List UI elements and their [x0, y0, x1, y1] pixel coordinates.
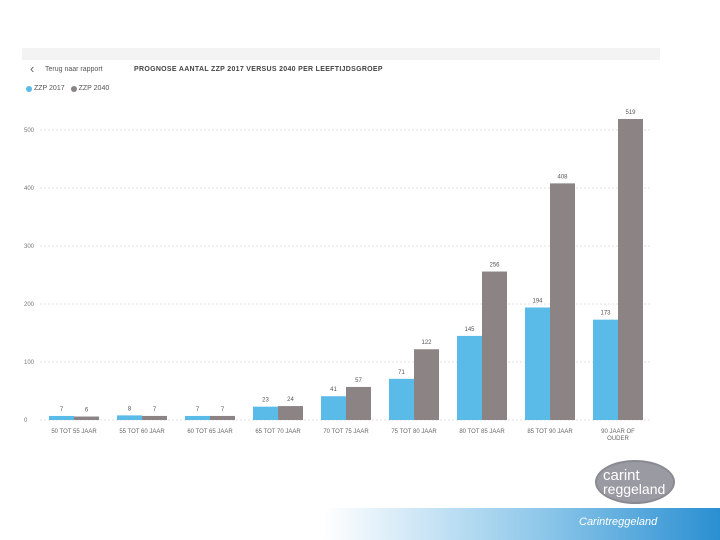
- bar-2017: [389, 378, 414, 420]
- bar-2017: [321, 396, 346, 420]
- data-label: 41: [330, 387, 337, 393]
- bar-2017: [117, 415, 142, 420]
- data-label: 24: [287, 397, 294, 403]
- chart-title: PROGNOSE AANTAL ZZP 2017 VERSUS 2040 PER…: [134, 66, 383, 73]
- bar-2040: [210, 415, 235, 420]
- bar-2017: [457, 335, 482, 420]
- bar-2017: [253, 406, 278, 420]
- back-to-report-link[interactable]: Terug naar rapport: [45, 66, 103, 73]
- y-tick-label: 500: [24, 128, 35, 134]
- bar-2017: [593, 319, 618, 420]
- data-label: 519: [625, 110, 636, 116]
- svg-text:reggeland: reggeland: [603, 481, 665, 497]
- y-tick-label: 0: [24, 418, 28, 424]
- data-label: 7: [221, 407, 225, 413]
- footer-brand-text: Carintreggeland: [579, 516, 658, 528]
- bar-2040: [346, 386, 371, 420]
- bar-2017: [525, 307, 550, 420]
- data-label: 256: [489, 263, 500, 269]
- data-label: 23: [262, 398, 269, 404]
- bar-2040: [618, 119, 643, 420]
- y-tick-label: 400: [24, 186, 35, 192]
- legend-label: ZZP 2017: [34, 85, 65, 92]
- data-label: 7: [60, 407, 64, 413]
- bar-2040: [550, 183, 575, 420]
- legend-dot-icon: [70, 85, 77, 92]
- bar-2017: [185, 415, 210, 420]
- data-label: 57: [355, 378, 362, 384]
- x-tick-label: 60 TOT 65 JAAR: [187, 429, 233, 435]
- bar-2040: [414, 349, 439, 420]
- bar-2040: [142, 415, 167, 420]
- data-label: 8: [128, 406, 132, 412]
- x-tick-label: 55 TOT 60 JAAR: [119, 429, 165, 435]
- data-label: 194: [532, 298, 543, 304]
- y-tick-label: 200: [24, 302, 35, 308]
- legend-dot-icon: [26, 85, 32, 92]
- x-tick-label: 50 TOT 55 JAAR: [51, 429, 97, 435]
- x-tick-label: 70 TOT 75 JAAR: [323, 429, 369, 435]
- data-label: 71: [398, 370, 405, 376]
- x-tick-label: 75 TOT 80 JAAR: [391, 429, 437, 435]
- data-label: 145: [464, 327, 475, 333]
- back-arrow-icon[interactable]: ‹: [30, 61, 35, 76]
- legend-label: ZZP 2040: [78, 85, 110, 92]
- x-tick-label: 90 JAAR OF: [601, 429, 635, 435]
- footer-band: [0, 508, 720, 540]
- data-label: 6: [85, 408, 89, 414]
- data-label: 173: [600, 311, 611, 317]
- bar-2017: [49, 415, 74, 420]
- chart-legend: ZZP 2017 ZZP 2040: [26, 85, 109, 92]
- x-tick-label: OUDER: [607, 436, 629, 442]
- legend-item-2017[interactable]: ZZP 2017: [26, 85, 65, 92]
- x-tick-label: 80 TOT 85 JAAR: [459, 429, 505, 435]
- bar-2040: [278, 406, 303, 420]
- legend-item-2040[interactable]: ZZP 2040: [70, 85, 110, 92]
- bar-2040: [74, 416, 99, 420]
- data-label: 408: [557, 174, 568, 180]
- carintreggeland-logo: carint reggeland: [595, 460, 675, 504]
- x-tick-label: 85 TOT 90 JAAR: [527, 429, 573, 435]
- x-tick-label: 65 TOT 70 JAAR: [255, 429, 301, 435]
- svg-text:carint: carint: [603, 467, 641, 484]
- report-toolbar: [22, 48, 660, 60]
- y-tick-label: 300: [24, 244, 35, 250]
- data-label: 7: [196, 407, 200, 413]
- data-label: 7: [153, 407, 157, 413]
- y-tick-label: 100: [24, 360, 35, 366]
- data-label: 122: [421, 340, 432, 346]
- bar-2040: [482, 271, 507, 420]
